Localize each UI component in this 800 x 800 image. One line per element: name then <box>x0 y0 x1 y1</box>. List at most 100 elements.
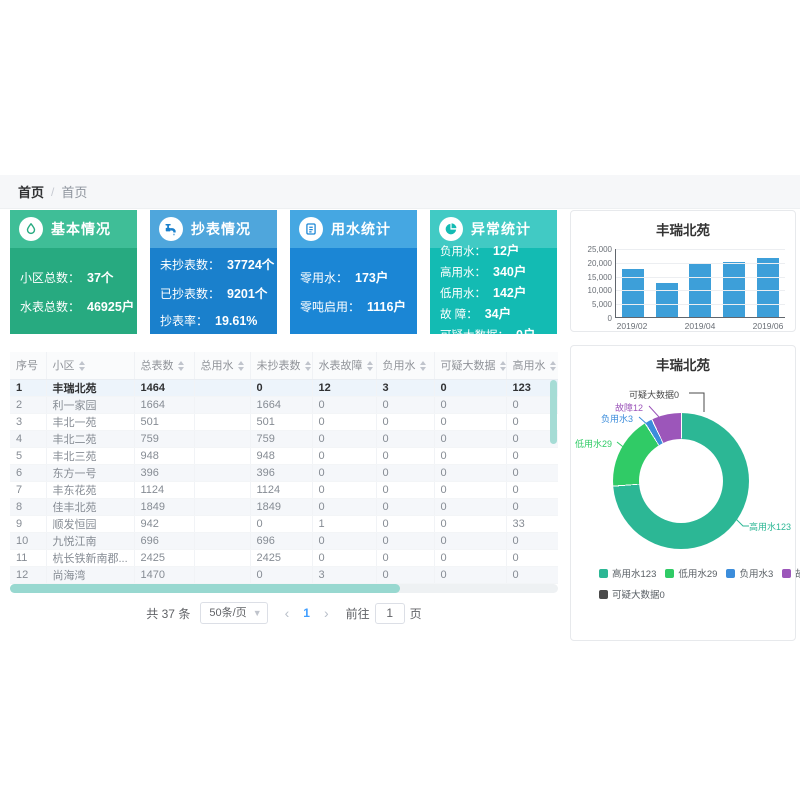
table-cell: 0 <box>376 396 435 414</box>
column-header[interactable]: 未抄表数 <box>250 352 313 380</box>
table-cell: 0 <box>250 566 313 584</box>
column-header[interactable]: 负用水 <box>376 352 435 380</box>
card-stat-row: 小区总数： 37个 <box>20 267 137 286</box>
table-row[interactable]: 9 顺发恒园 942 0 1 0 0 33 <box>10 515 558 533</box>
table-cell: 丰瑞北苑 <box>46 379 135 397</box>
card-water-usage: 用水统计 零用水： 173户 零吨启用： 1116户 <box>290 210 417 334</box>
sort-icon[interactable] <box>366 361 373 372</box>
sort-icon[interactable] <box>237 361 244 372</box>
column-header[interactable]: 总用水 <box>194 352 251 380</box>
table-cell: 4 <box>10 430 47 448</box>
table-cell: 5 <box>10 447 47 465</box>
table-cell: 0 <box>506 549 558 567</box>
table-row[interactable]: 3 丰北一苑 501 501 0 0 0 0 <box>10 413 558 431</box>
donut-callout-label: 可疑大数据0 <box>629 390 680 400</box>
next-page-button[interactable]: › <box>317 602 336 624</box>
prev-page-button[interactable]: ‹ <box>278 602 297 624</box>
table-horizontal-scrollbar-track[interactable] <box>10 584 558 593</box>
sort-icon[interactable] <box>499 361 505 372</box>
table-cell: 9 <box>10 515 47 533</box>
table-row[interactable]: 2 利一家园 1664 1664 0 0 0 0 <box>10 396 558 414</box>
table-row[interactable]: 10 九悦江南 696 696 0 0 0 0 <box>10 532 558 550</box>
table-cell: 3 <box>376 379 435 397</box>
table-cell: 0 <box>376 413 435 431</box>
table-cell: 0 <box>434 532 507 550</box>
legend-item[interactable]: 高用水123 <box>599 566 656 580</box>
table-cell: 利一家园 <box>46 396 135 414</box>
sort-icon[interactable] <box>549 361 556 372</box>
table-cell: 11 <box>10 549 47 567</box>
card-stat-value: 37个 <box>87 271 114 285</box>
page-size-select[interactable]: 50条/页 ▼ <box>200 602 268 624</box>
legend-item[interactable]: 故障12 <box>782 566 800 580</box>
chevron-down-icon: ▼ <box>252 608 262 618</box>
card-stat-label: 故 障： <box>440 308 478 321</box>
goto-page-input[interactable] <box>374 602 405 624</box>
bar-series <box>616 249 785 317</box>
table-row[interactable]: 6 东方一号 396 396 0 0 0 0 <box>10 464 558 482</box>
sort-icon[interactable] <box>304 361 311 372</box>
sort-icon[interactable] <box>177 361 184 372</box>
table-cell: 0 <box>376 498 435 516</box>
column-header[interactable]: 高用水 <box>506 352 558 380</box>
table-vertical-scrollbar[interactable] <box>550 380 557 444</box>
table-cell: 0 <box>376 532 435 550</box>
card-stat-value: 173户 <box>355 271 389 285</box>
donut-hole <box>639 439 723 523</box>
card-stat-label: 可疑大数据： <box>440 330 509 335</box>
legend-item[interactable]: 负用水3 <box>726 566 773 580</box>
table-row[interactable]: 1 丰瑞北苑 1464 0 12 3 0 123 <box>10 379 558 397</box>
breadcrumb-root-link[interactable]: 首页 <box>18 185 45 200</box>
legend-item[interactable]: 可疑大数据0 <box>599 587 665 601</box>
donut-callout-label: 负用水3 <box>601 414 634 424</box>
x-axis-tick-label <box>717 321 751 331</box>
table-row[interactable]: 4 丰北二苑 759 759 0 0 0 0 <box>10 430 558 448</box>
card-stat-label: 高用水： <box>440 266 486 279</box>
table-cell: 1 <box>10 379 47 397</box>
card-stat-value: 34户 <box>484 306 512 321</box>
x-axis-tick-label: 2019/04 <box>684 321 716 331</box>
table-row[interactable]: 7 丰东花苑 1124 1124 0 0 0 0 <box>10 481 558 499</box>
column-header-label: 可疑大数据 <box>440 360 496 373</box>
current-page-button[interactable]: 1 <box>303 606 310 620</box>
table-cell: 顺发恒园 <box>46 515 135 533</box>
table-cell: 丰东花苑 <box>46 481 135 499</box>
table-cell: 0 <box>434 464 507 482</box>
table-cell: 8 <box>10 498 47 516</box>
table-row[interactable]: 11 杭长铁新南郡... 2425 2425 0 0 0 0 <box>10 549 558 567</box>
legend-item[interactable]: 低用水29 <box>665 566 717 580</box>
sort-icon[interactable] <box>419 361 426 372</box>
donut-callout-label: 高用水123 <box>749 522 792 532</box>
table-row[interactable]: 12 尚海湾 1470 0 3 0 0 0 <box>10 566 558 584</box>
card-title: 用水统计 <box>331 221 391 237</box>
card-stat-value: 0户 <box>516 328 535 335</box>
legend-label: 低用水29 <box>678 569 718 580</box>
card-stat-row: 抄表率： 19.61% <box>160 312 277 329</box>
bar-chart-title: 丰瑞北苑 <box>656 223 710 238</box>
column-header-label: 未抄表数 <box>256 360 301 373</box>
table-cell: 942 <box>134 515 195 533</box>
table-row[interactable]: 8 佳丰北苑 1849 1849 0 0 0 0 <box>10 498 558 516</box>
column-header-label: 小区 <box>52 360 75 373</box>
column-header[interactable]: 总表数 <box>134 352 195 380</box>
legend-swatch-icon <box>782 568 792 578</box>
table-cell <box>194 549 251 567</box>
table-cell: 396 <box>134 464 195 482</box>
table-row[interactable]: 5 丰北三苑 948 948 0 0 0 0 <box>10 447 558 465</box>
table-cell <box>194 532 251 550</box>
table-cell: 九悦江南 <box>46 532 135 550</box>
column-header[interactable]: 水表故障 <box>312 352 377 380</box>
table-horizontal-scrollbar-thumb[interactable] <box>10 584 400 593</box>
card-stat-row: 低用水： 142户 <box>440 282 557 301</box>
table-cell: 12 <box>312 379 377 397</box>
gridline <box>616 262 785 264</box>
table-cell: 0 <box>434 447 507 465</box>
table-cell: 东方一号 <box>46 464 135 482</box>
column-header[interactable]: 小区 <box>46 352 135 380</box>
card-stat-row: 未抄表数： 37724个 <box>160 254 277 273</box>
table-cell: 佳丰北苑 <box>46 498 135 516</box>
table-cell: 丰北一苑 <box>46 413 135 431</box>
column-header-label: 总用水 <box>200 360 234 373</box>
column-header[interactable]: 可疑大数据 <box>434 352 507 380</box>
sort-icon[interactable] <box>78 361 85 372</box>
